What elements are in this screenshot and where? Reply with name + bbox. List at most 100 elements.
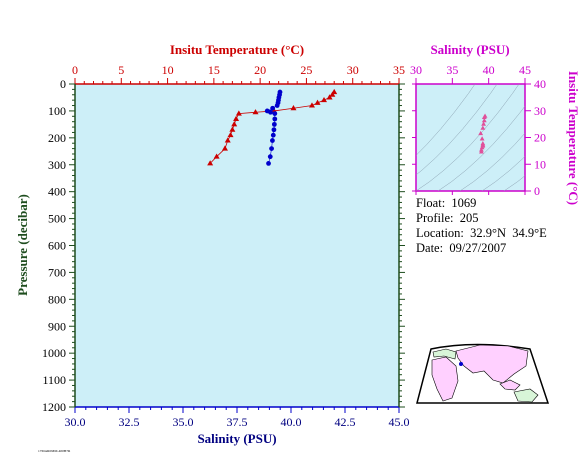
temperature-point [207, 160, 214, 166]
ts-point [481, 118, 487, 123]
ts-right-tick-label: 10 [534, 157, 546, 171]
temperature-point [233, 115, 240, 121]
temperature-point [229, 126, 236, 132]
temperature-point [329, 91, 336, 97]
ts-plot-area [415, 83, 526, 192]
left-tick-label: 800 [48, 292, 66, 306]
temperature-point [235, 110, 242, 116]
left-axis-label: Pressure (decibar) [15, 194, 30, 296]
profile-number: Profile: 205 [416, 211, 479, 225]
top-tick-label: 15 [208, 63, 220, 77]
ts-point [478, 130, 484, 136]
ts-right-tick-label: 40 [534, 77, 546, 91]
map-land-southeast-asia [499, 379, 521, 391]
salinity-point [272, 116, 278, 122]
top-tick-label: 20 [254, 63, 266, 77]
date: Date: 09/27/2007 [416, 241, 507, 255]
left-tick-label: 700 [48, 265, 66, 279]
map-land-africa [431, 356, 459, 402]
profile-plot-area [74, 83, 400, 408]
salinity-point [270, 105, 276, 111]
temperature-point [290, 105, 297, 111]
ts-point [479, 136, 485, 141]
top-tick-label: 0 [72, 63, 78, 77]
density-contour [416, 84, 520, 191]
temperature-point [321, 96, 328, 103]
bottom-tick-label: 35.0 [173, 415, 194, 429]
density-contour [416, 84, 476, 156]
temperature-point [224, 137, 231, 143]
location-map [416, 343, 550, 404]
ts-top-axis-label: Salinity (PSU) [430, 42, 509, 57]
salinity-point [270, 138, 275, 143]
density-contour [459, 132, 525, 191]
temperature-point [213, 153, 220, 159]
ts-density-contours [416, 84, 525, 191]
top-tick-label: 10 [162, 63, 174, 77]
bottom-axis-ticks: 30.0 32.5 35.0 37.5 40.0 42.5 45.0 [65, 407, 410, 429]
ts-right-tick-label: 0 [534, 184, 540, 198]
salinity-point [271, 127, 277, 133]
salinity-series [264, 89, 283, 166]
top-tick-label: 30 [347, 63, 359, 77]
salinity-point [269, 146, 274, 152]
left-tick-label: 1200 [42, 400, 66, 414]
temperature-point [231, 121, 238, 127]
temperature-point [252, 109, 259, 115]
top-axis-label: Insitu Temperature (°C) [170, 42, 304, 57]
temperature-point [326, 94, 333, 100]
profile-plot: 0 5 10 15 20 25 30 35 30.0 32.5 35.0 37.5 40.0 42.5 4… [15, 42, 410, 446]
left-tick-label: 1000 [42, 346, 66, 360]
salinity-point [267, 154, 273, 160]
left-tick-label: 1100 [42, 373, 66, 387]
left-tick-label: 500 [48, 212, 66, 226]
top-tick-label: 25 [300, 63, 312, 77]
left-tick-label: 200 [48, 131, 66, 145]
density-contour [416, 84, 498, 176]
salinity-point [274, 103, 280, 108]
ts-top-tick-label: 30 [410, 63, 422, 77]
bottom-tick-label: 40.0 [281, 415, 302, 429]
left-tick-label: 300 [48, 158, 66, 172]
map-land-europe [432, 348, 457, 360]
bottom-tick-label: 42.5 [335, 415, 356, 429]
ts-right-tick-label: 30 [534, 104, 546, 118]
temperature-point [314, 99, 321, 105]
salinity-point [268, 109, 273, 115]
ts-right-tick-label: 20 [534, 131, 546, 145]
left-tick-label: 100 [48, 104, 66, 118]
ts-point [480, 125, 486, 130]
ts-points [478, 113, 488, 154]
left-tick-label: 400 [48, 185, 66, 199]
salinity-point [266, 161, 271, 166]
bottom-tick-label: 30.0 [65, 415, 86, 429]
float-id: Float: 1069 [416, 196, 477, 210]
ts-point [479, 145, 485, 150]
bottom-axis-label: Salinity (PSU) [197, 431, 276, 446]
float-location-marker [459, 362, 463, 366]
ts-top-tick-label: 35 [446, 63, 458, 77]
location: Location: 32.9°N 34.9°E [416, 226, 547, 240]
top-tick-label: 35 [393, 63, 405, 77]
temperature-series [207, 88, 338, 166]
ts-top-tick-label: 40 [483, 63, 495, 77]
ts-right-axis-label: Insitu Temperature (°C) [566, 71, 581, 205]
left-tick-label: 900 [48, 319, 66, 333]
density-contour [437, 105, 525, 191]
temperature-point [227, 131, 234, 138]
density-contour [481, 156, 525, 191]
left-tick-label: 600 [48, 239, 66, 253]
left-axis-ticks: 0 100 200 300 400 500 600 700 800 900 1000 1100 1200 [42, 77, 405, 414]
footnote: 17MAR0MM-400B7R [38, 449, 71, 453]
salinity-point [272, 111, 278, 117]
ts-point [481, 121, 486, 126]
density-contour [503, 175, 525, 191]
bottom-tick-label: 37.5 [227, 415, 248, 429]
map-land-australia [513, 388, 539, 403]
top-axis-ticks: 0 5 10 15 20 25 30 35 [72, 63, 405, 84]
left-tick-label: 0 [60, 77, 66, 91]
salinity-point [271, 121, 277, 127]
